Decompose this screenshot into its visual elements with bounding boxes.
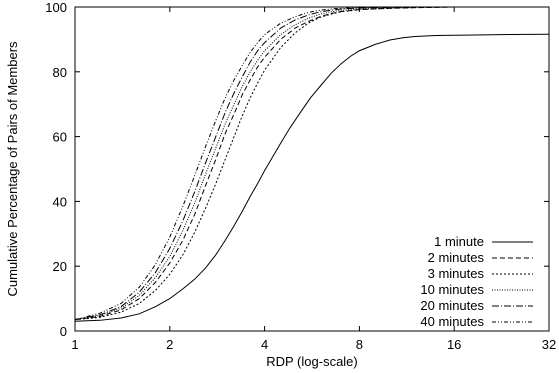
series-line-20-minutes <box>74 6 455 321</box>
legend-label-40-minutes: 40 minutes <box>420 314 484 329</box>
legend-label-3-minutes: 3 minutes <box>428 266 485 281</box>
legend-label-20-minutes: 20 minutes <box>420 298 484 313</box>
x-tick-label: 4 <box>261 337 268 352</box>
y-axis-label: Cumulative Percentage of Pairs of Member… <box>5 41 20 297</box>
x-tick-label: 8 <box>356 337 363 352</box>
y-tick-label: 100 <box>45 0 67 15</box>
y-tick-label: 80 <box>53 65 67 80</box>
y-tick-label: 40 <box>53 194 67 209</box>
x-tick-label: 2 <box>166 337 173 352</box>
series-line-10-minutes <box>74 6 455 321</box>
series-line-2-minutes <box>74 6 455 321</box>
series-line-3-minutes <box>74 6 455 321</box>
legend-label-1-minute: 1 minute <box>434 234 484 249</box>
series-line-1-minute <box>74 33 550 322</box>
y-tick-label: 20 <box>53 259 67 274</box>
x-tick-label: 1 <box>71 337 78 352</box>
axis-ticks <box>74 6 550 332</box>
x-tick-label: 16 <box>447 337 461 352</box>
y-tick-label: 0 <box>60 324 67 339</box>
y-tick-label: 60 <box>53 130 67 145</box>
series-lines <box>74 6 550 322</box>
x-axis-label: RDP (log-scale) <box>266 354 358 369</box>
series-line-40-minutes <box>74 6 455 321</box>
axis-tick-labels: 1 2 4 8 16 32 0 20 40 60 80 100 <box>45 0 556 352</box>
legend-label-10-minutes: 10 minutes <box>420 282 484 297</box>
plot-area-frame <box>74 6 550 332</box>
x-tick-label: 32 <box>542 337 556 352</box>
legend-label-2-minutes: 2 minutes <box>428 250 485 265</box>
